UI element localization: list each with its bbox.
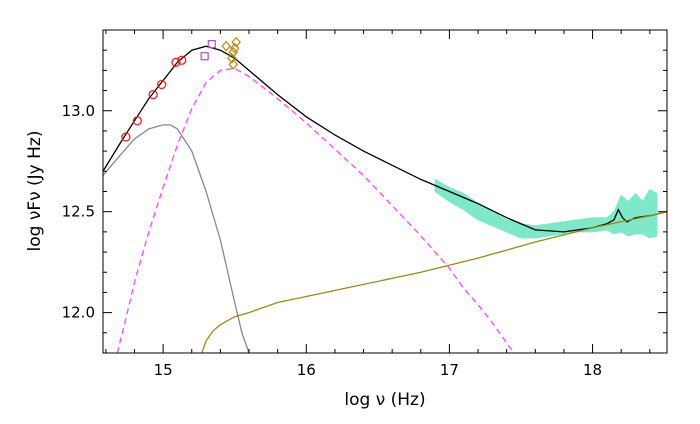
data-point-circle	[121, 132, 131, 142]
series-layer	[103, 36, 667, 353]
data-point-diamond	[229, 42, 240, 54]
x-tick-label: 18	[583, 361, 602, 379]
y-tick-label: 12.5	[62, 203, 95, 221]
x-tick-label: 15	[154, 361, 173, 379]
model-line-series-5	[116, 67, 515, 353]
y-tick-label: 13.0	[62, 102, 95, 120]
model-line-series-7	[201, 211, 667, 353]
data-point-circle	[157, 79, 167, 90]
model-line-series-4	[103, 45, 667, 233]
x-axis-label: log ν (Hz)	[344, 390, 425, 410]
data-point-square	[200, 52, 209, 61]
plot-frame	[102, 29, 668, 354]
data-point-square	[207, 40, 216, 49]
data-point-circle	[148, 89, 158, 100]
data-point-diamond	[228, 58, 239, 70]
data-point-diamond	[227, 52, 237, 64]
data-point-diamond	[231, 36, 241, 48]
x-tick-label: 17	[440, 361, 459, 379]
y-axis-label: log νFν (Jy Hz)	[25, 131, 45, 252]
tick-layer: 15 16 17 18 12.0 12.5 13.0	[62, 29, 667, 379]
data-point-circle	[177, 55, 187, 65]
x-tick-label: 16	[297, 361, 316, 379]
y-tick-label: 12.0	[62, 304, 95, 322]
data-band-series-3	[434, 178, 658, 239]
data-point-circle	[171, 57, 181, 67]
model-line-series-6	[103, 124, 250, 353]
data-point-diamond	[221, 40, 231, 52]
data-point-circle	[132, 116, 143, 126]
